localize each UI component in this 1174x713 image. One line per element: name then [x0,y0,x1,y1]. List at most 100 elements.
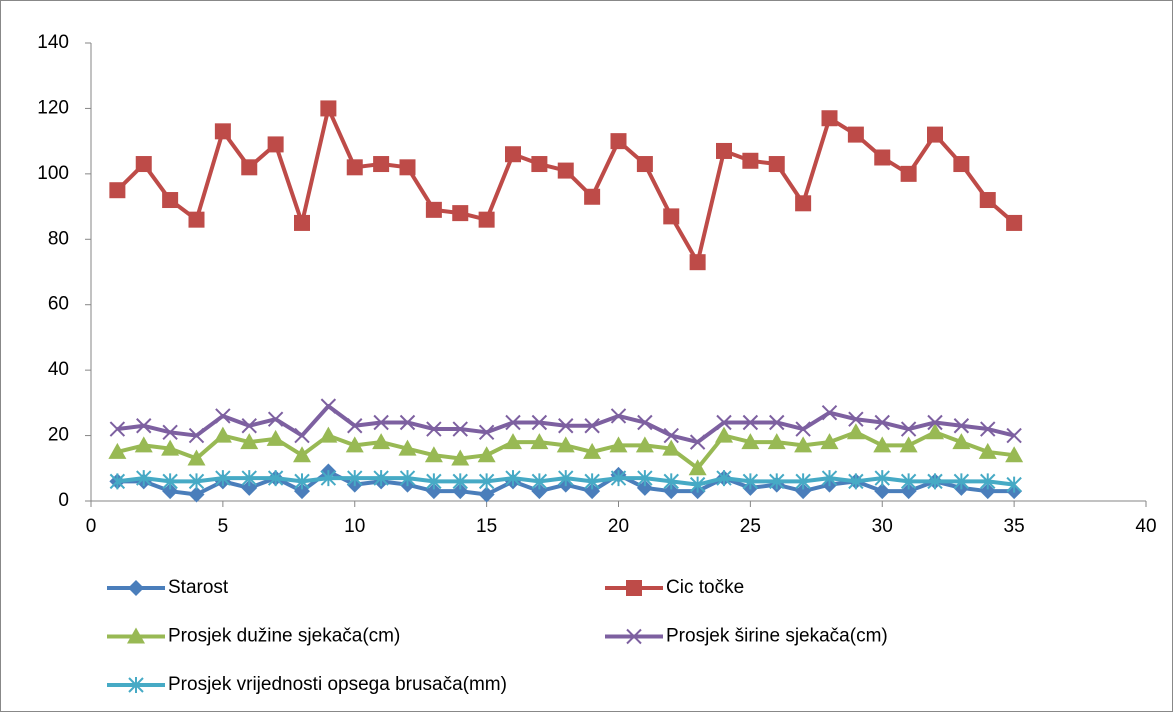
marker [927,414,943,431]
marker [637,470,653,487]
marker [505,414,521,431]
marker [953,418,970,434]
marker [609,436,628,453]
x-tick-label: 30 [872,516,893,537]
marker [128,580,144,596]
marker [953,156,970,173]
marker [426,473,442,490]
marker [531,414,548,431]
y-tick-label: 140 [37,32,69,53]
marker [873,436,892,453]
marker [978,442,997,459]
marker [1006,476,1022,493]
marker [635,436,654,453]
marker [188,427,205,444]
marker [162,424,178,441]
marker [688,459,707,476]
marker [399,470,416,487]
marker [636,479,653,496]
marker [266,429,285,446]
marker [213,426,232,443]
marker [531,473,548,490]
marker [742,414,759,431]
marker [689,434,706,450]
marker [267,470,284,487]
marker [241,418,257,434]
marker [795,483,812,500]
marker [689,254,706,271]
legend-label: Prosjek vrijednosti opsega brusača(mm) [168,674,507,695]
marker [477,446,496,463]
marker [821,470,838,487]
marker [345,436,364,453]
marker [741,433,760,450]
marker [663,483,680,500]
marker [769,414,785,431]
marker [215,470,231,487]
legend-label: Starost [168,577,229,598]
legend-label: Cic točke [666,577,744,598]
marker [558,418,574,434]
y-tick-label: 0 [58,490,69,511]
marker [531,483,548,500]
marker [926,423,944,440]
marker [769,473,785,490]
marker [900,473,917,490]
marker [663,473,679,490]
marker [319,426,338,443]
marker [953,473,970,490]
marker [188,486,205,503]
marker [162,483,179,500]
marker [848,411,864,427]
marker [795,421,811,437]
marker [373,156,390,173]
marker [716,414,732,431]
marker [584,473,600,490]
marker [821,404,838,421]
x-tick-label: 20 [608,516,629,537]
marker [293,446,311,463]
marker [584,188,601,205]
marker [637,414,653,431]
marker [530,433,549,450]
y-tick-label: 80 [48,228,69,249]
marker [267,136,284,153]
marker [663,208,680,225]
marker [504,433,522,450]
marker [241,479,258,496]
x-tick-label: 10 [344,516,365,537]
marker [215,408,231,424]
marker [373,414,389,431]
marker [715,426,733,443]
marker [162,473,178,490]
marker [1006,427,1022,444]
marker [478,486,495,503]
marker [241,470,257,487]
marker [626,628,642,645]
marker [372,433,391,450]
marker [531,156,548,173]
marker [847,126,864,143]
marker [267,411,284,427]
marker [240,433,259,450]
marker [900,483,917,500]
marker [187,449,206,466]
marker [425,201,442,218]
marker [874,149,891,166]
marker [162,192,179,209]
marker [241,159,258,176]
marker [478,211,495,228]
marker [900,165,917,182]
marker [398,439,417,456]
marker [452,205,469,222]
marker [1005,446,1024,463]
marker [952,433,971,450]
marker [558,470,574,487]
marker [848,473,864,490]
marker [135,156,152,173]
x-tick-label: 40 [1135,516,1156,537]
marker [874,483,891,500]
marker [610,408,627,424]
marker [716,470,732,487]
